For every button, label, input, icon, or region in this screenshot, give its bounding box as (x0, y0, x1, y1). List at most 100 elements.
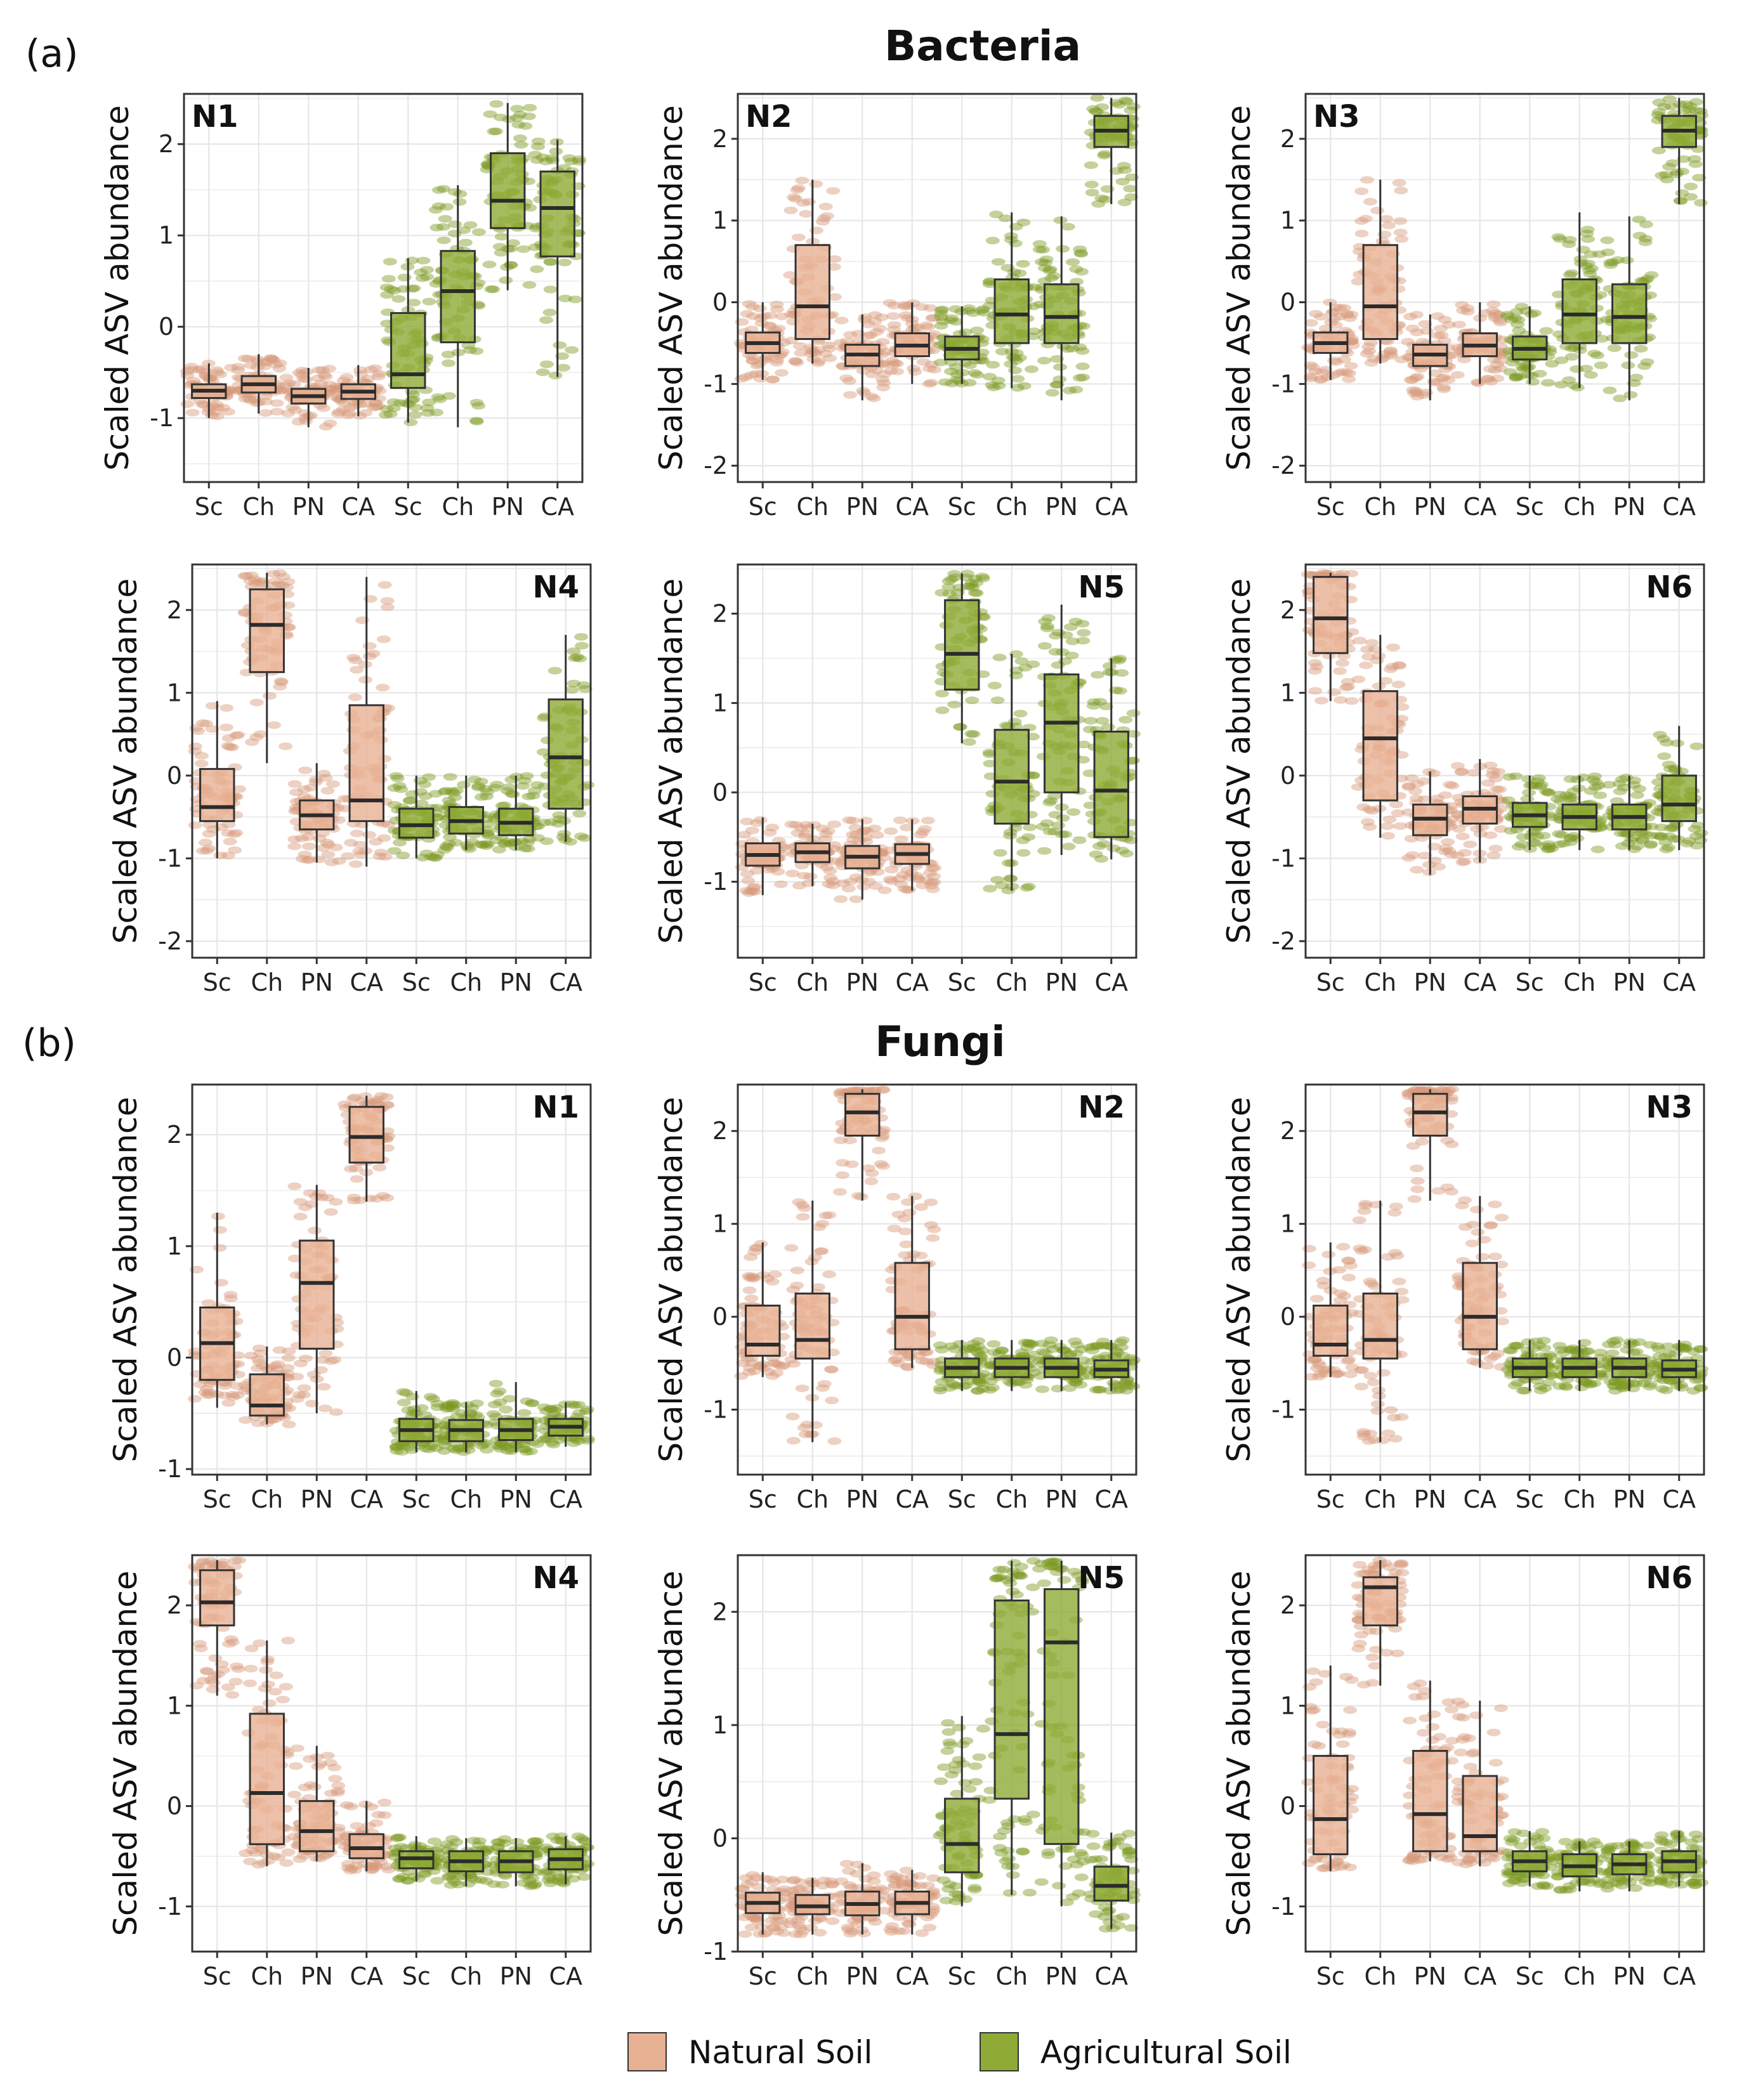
data-point (1047, 828, 1061, 836)
panel-title: N5 (1078, 570, 1125, 605)
y-tick-label: 1 (712, 207, 728, 235)
box-ca-natural (340, 365, 376, 417)
data-point (241, 355, 256, 363)
data-point (791, 184, 806, 192)
data-point (749, 819, 764, 827)
data-point (429, 280, 443, 288)
data-point (770, 356, 785, 364)
data-point (1392, 661, 1406, 669)
data-point (792, 882, 807, 890)
data-point (885, 356, 900, 365)
data-point (785, 1412, 800, 1421)
box-iqr (1362, 690, 1398, 802)
data-point (1084, 161, 1098, 169)
data-point (422, 398, 436, 407)
data-point (420, 404, 435, 412)
data-point (209, 400, 224, 408)
data-point (783, 206, 798, 214)
data-point (1309, 310, 1323, 318)
data-point (483, 110, 497, 119)
data-point (353, 412, 367, 420)
data-point (1603, 261, 1618, 269)
data-point (1042, 266, 1057, 275)
panel-title: N6 (1646, 570, 1693, 605)
data-point (888, 1357, 902, 1365)
data-point (225, 743, 239, 752)
data-point (886, 1192, 901, 1201)
data-point (490, 1390, 504, 1398)
data-point (279, 381, 294, 389)
data-point (1607, 344, 1622, 352)
data-point (1438, 847, 1452, 856)
x-tick-label: Sc (402, 968, 431, 996)
bacteria-title: Bacteria (884, 22, 1081, 70)
y-tick-label: -2 (158, 927, 182, 955)
x-tick-label: PN (1045, 493, 1078, 521)
data-point (321, 840, 336, 849)
data-point (461, 341, 476, 349)
data-point (379, 284, 394, 292)
data-point (790, 1267, 804, 1275)
data-point (287, 780, 302, 788)
data-point (428, 205, 443, 214)
x-tick-label: Sc (749, 968, 777, 996)
data-point (364, 365, 378, 374)
data-point (493, 1445, 508, 1453)
data-point (1048, 811, 1063, 819)
data-point (990, 696, 1005, 705)
data-point (341, 411, 355, 419)
data-point (341, 852, 355, 860)
data-point (926, 1234, 940, 1242)
data-point (1360, 176, 1374, 184)
data-point (516, 245, 531, 253)
data-point (1391, 681, 1406, 689)
x-tick-label: Sc (402, 1485, 431, 1513)
x-tick-label: PN (301, 1485, 333, 1513)
y-axis-label: Scaled ASV abundance (1221, 105, 1257, 471)
data-point (849, 895, 863, 903)
data-point (886, 361, 900, 369)
plot-border (183, 93, 584, 483)
data-point (188, 821, 202, 830)
data-point (324, 1208, 338, 1216)
data-point (942, 589, 957, 597)
data-point (200, 374, 215, 382)
data-point (1331, 369, 1346, 377)
panel-title: N2 (745, 99, 792, 134)
box-ca-agricultural (539, 140, 575, 377)
data-point (521, 112, 536, 121)
y-tick-label: 2 (1280, 596, 1295, 624)
data-point (861, 1164, 875, 1172)
data-point (948, 305, 963, 313)
data-point (517, 776, 532, 785)
data-point (293, 1197, 308, 1206)
data-point (877, 348, 892, 356)
data-point (768, 1359, 783, 1367)
data-point (877, 370, 892, 378)
data-point (1589, 778, 1603, 786)
data-point (399, 1389, 414, 1397)
data-point (1406, 386, 1420, 395)
x-tick-label: Sc (394, 493, 423, 521)
data-point (380, 597, 395, 605)
x-tick-label: PN (292, 493, 325, 521)
data-point (397, 1399, 411, 1407)
data-point (976, 575, 990, 583)
data-point (874, 313, 889, 322)
x-tick-label: PN (492, 493, 524, 521)
data-point (336, 399, 351, 407)
y-tick-label: 2 (167, 596, 182, 624)
data-point (1410, 329, 1424, 337)
x-tick-label: CA (895, 493, 929, 521)
data-point (537, 818, 551, 826)
y-axis-label: Scaled ASV abundance (1221, 578, 1257, 944)
data-point (1370, 656, 1384, 665)
data-point (291, 418, 306, 426)
data-point (1019, 884, 1034, 892)
data-point (865, 370, 879, 379)
data-point (1045, 389, 1059, 397)
data-point (826, 186, 841, 195)
data-point (808, 1253, 822, 1262)
data-point (749, 370, 763, 378)
y-tick-label: -1 (704, 868, 728, 896)
